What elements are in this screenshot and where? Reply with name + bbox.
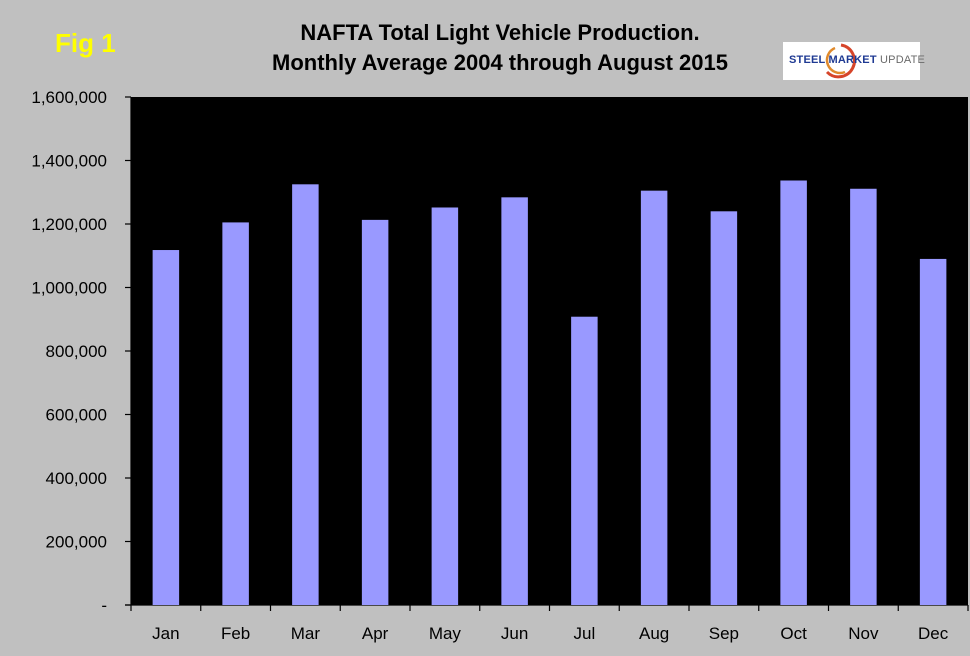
- logo-text: STEEL MARKET UPDATE: [789, 54, 925, 66]
- axes: [125, 96, 969, 611]
- y-tick-label: 800,000: [46, 342, 107, 361]
- logo-text-light: UPDATE: [876, 54, 926, 66]
- x-tick-label-may: May: [429, 624, 462, 643]
- x-tick-label-jun: Jun: [501, 624, 528, 643]
- plot-area: [131, 97, 968, 605]
- bar-jan: [152, 250, 180, 605]
- figure-label: Fig 1: [55, 28, 116, 58]
- bar-may: [431, 207, 459, 606]
- y-tick-label: 600,000: [46, 406, 107, 425]
- x-tick-label-oct: Oct: [780, 624, 807, 643]
- x-tick-label-dec: Dec: [918, 624, 949, 643]
- x-tick-label-sep: Sep: [709, 624, 739, 643]
- bars: [152, 180, 947, 606]
- y-tick-label: 1,600,000: [31, 88, 107, 107]
- bar-sep: [710, 211, 738, 606]
- x-tick-label-feb: Feb: [221, 624, 250, 643]
- x-tick-label-apr: Apr: [362, 624, 389, 643]
- y-tick-label: -: [101, 596, 107, 615]
- chart-title-line-1: NAFTA Total Light Vehicle Production.: [300, 20, 700, 45]
- bar-jul: [571, 316, 598, 605]
- chart-title: NAFTA Total Light Vehicle Production. Mo…: [200, 18, 800, 78]
- bar-oct: [780, 180, 807, 605]
- bar-mar: [292, 184, 319, 605]
- y-tick-label: 1,000,000: [31, 279, 107, 298]
- x-tick-label-mar: Mar: [291, 624, 321, 643]
- steel-market-update-swirl-icon: [825, 43, 856, 79]
- y-tick-label: 1,400,000: [31, 152, 107, 171]
- bar-jun: [501, 197, 528, 605]
- bar-apr: [361, 219, 389, 605]
- bar-aug: [640, 190, 668, 605]
- logo: STEEL MARKET UPDATE: [783, 42, 925, 80]
- bar-dec: [919, 258, 947, 605]
- logo-text-bold: STEEL MARKET: [789, 54, 877, 66]
- x-tick-label-jul: Jul: [574, 624, 596, 643]
- x-tick-label-jan: Jan: [152, 624, 179, 643]
- y-tick-label: 1,200,000: [31, 215, 107, 234]
- x-tick-label-aug: Aug: [639, 624, 669, 643]
- bar-nov: [850, 188, 877, 605]
- bar-feb: [222, 222, 249, 605]
- chart-title-line-2: Monthly Average 2004 through August 2015: [272, 50, 728, 75]
- tick-labels: - 200,000 400,000 600,000 800,000 1,000,000 1,…: [31, 88, 948, 643]
- y-tick-label: 200,000: [46, 533, 107, 552]
- y-tick-label: 400,000: [46, 469, 107, 488]
- x-tick-label-nov: Nov: [848, 624, 879, 643]
